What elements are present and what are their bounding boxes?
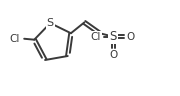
- Text: Cl: Cl: [10, 34, 20, 44]
- Text: Cl: Cl: [91, 32, 101, 42]
- Text: S: S: [109, 30, 117, 43]
- Text: O: O: [127, 32, 135, 42]
- Text: S: S: [47, 18, 54, 28]
- Text: O: O: [109, 50, 117, 60]
